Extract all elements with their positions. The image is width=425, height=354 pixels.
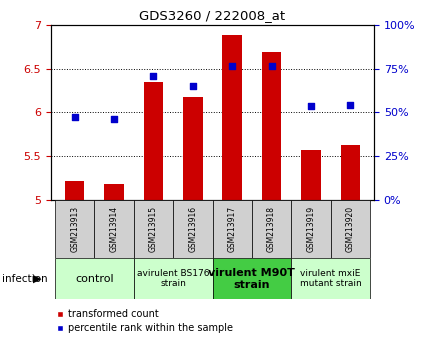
Bar — [340, 145, 360, 200]
Bar — [222, 35, 242, 200]
Bar — [291, 258, 370, 299]
Bar — [262, 52, 281, 200]
Bar — [104, 184, 124, 200]
Point — [190, 83, 196, 89]
Text: virulent M90T
strain: virulent M90T strain — [208, 268, 295, 290]
Text: infection: infection — [2, 274, 48, 284]
Point — [268, 63, 275, 69]
Text: control: control — [75, 274, 113, 284]
Bar — [94, 200, 134, 258]
Bar — [55, 258, 134, 299]
Text: GSM213915: GSM213915 — [149, 206, 158, 252]
Text: GSM213920: GSM213920 — [346, 206, 355, 252]
Point — [150, 73, 157, 79]
Bar — [134, 258, 212, 299]
Bar — [173, 200, 212, 258]
Text: GSM213914: GSM213914 — [110, 206, 119, 252]
Text: GSM213913: GSM213913 — [70, 206, 79, 252]
Bar — [65, 181, 85, 200]
Bar — [301, 150, 321, 200]
Bar — [212, 200, 252, 258]
Text: GSM213918: GSM213918 — [267, 206, 276, 252]
Point — [110, 116, 117, 122]
Point — [308, 103, 314, 109]
Text: GSM213916: GSM213916 — [188, 206, 197, 252]
Point — [229, 63, 235, 69]
Bar — [252, 200, 291, 258]
Point — [71, 114, 78, 120]
Text: ▶: ▶ — [33, 274, 41, 284]
Text: GSM213919: GSM213919 — [306, 206, 315, 252]
Bar — [291, 200, 331, 258]
Point — [347, 103, 354, 108]
Legend: transformed count, percentile rank within the sample: transformed count, percentile rank withi… — [56, 309, 232, 333]
Text: GDS3260 / 222008_at: GDS3260 / 222008_at — [139, 9, 286, 22]
Bar — [144, 82, 163, 200]
Bar — [134, 200, 173, 258]
Text: virulent mxiE
mutant strain: virulent mxiE mutant strain — [300, 269, 362, 289]
Bar — [212, 258, 291, 299]
Text: avirulent BS176
strain: avirulent BS176 strain — [137, 269, 210, 289]
Text: GSM213917: GSM213917 — [228, 206, 237, 252]
Bar — [55, 200, 94, 258]
Bar — [331, 200, 370, 258]
Bar — [183, 97, 203, 200]
